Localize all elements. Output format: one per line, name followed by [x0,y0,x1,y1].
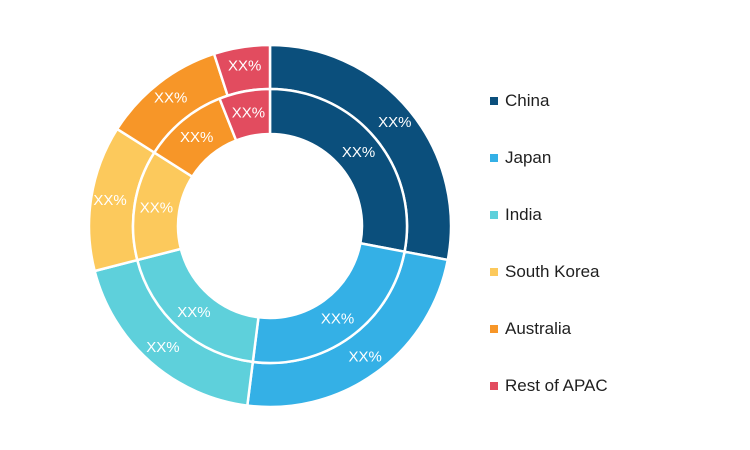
inner-slice-label: XX% [321,311,354,328]
legend-item-australia: Australia [490,300,608,357]
inner-slice-label: XX% [140,200,173,217]
legend-swatch [490,324,498,333]
inner-slice-label: XX% [177,304,210,321]
legend-label: South Korea [505,262,600,281]
legend-swatch [490,96,498,105]
legend-label: China [505,91,550,110]
legend-item-china: China [490,72,608,129]
legend-item-rest-of-apac: Rest of APAC [490,357,608,414]
legend-swatch [490,210,498,219]
outer-slice-label: XX% [378,114,411,131]
legend-item-india: India [490,186,608,243]
legend-item-south-korea: South Korea [490,243,608,300]
legend-label: Japan [505,148,552,167]
legend-swatch [490,267,498,276]
legend-swatch [490,153,498,162]
inner-slice-label: XX% [342,144,375,161]
legend-label: India [505,205,542,224]
outer-slice-label: XX% [154,89,187,106]
legend-swatch [490,381,498,390]
legend-item-japan: Japan [490,129,608,186]
outer-slice-label: XX% [93,192,126,209]
inner-slice-label: XX% [180,129,213,146]
outer-slice-label: XX% [228,57,261,74]
legend: China Japan India South Korea Australia … [490,72,608,414]
outer-slice-label: XX% [349,349,382,366]
inner-slice-label: XX% [232,105,265,122]
legend-label: Rest of APAC [505,376,608,395]
inner-slice-rest-of-apac [218,87,272,142]
legend-label: Australia [505,319,572,338]
outer-slice-label: XX% [146,339,179,356]
